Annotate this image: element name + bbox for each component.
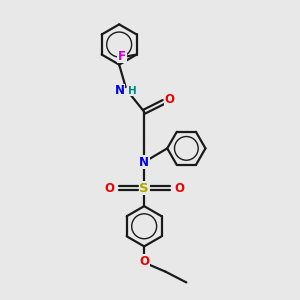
Text: S: S [139, 182, 149, 195]
Text: N: N [115, 84, 125, 98]
Text: O: O [139, 255, 149, 268]
Text: O: O [164, 93, 175, 106]
Text: O: O [104, 182, 114, 195]
Text: H: H [128, 86, 137, 96]
Text: F: F [118, 50, 126, 63]
Text: N: N [139, 156, 149, 169]
Text: O: O [174, 182, 184, 195]
